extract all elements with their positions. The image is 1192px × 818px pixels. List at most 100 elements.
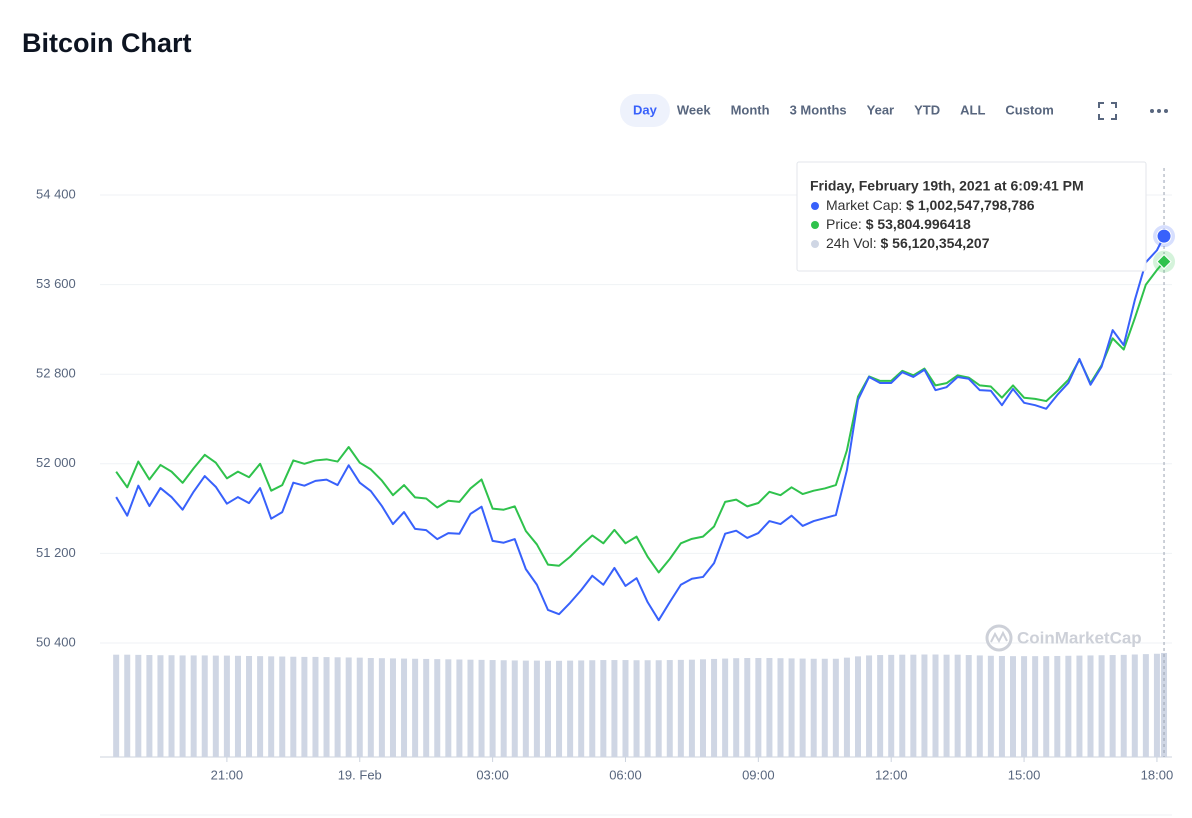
volume-bar <box>223 655 230 757</box>
range-button-bg <box>620 94 670 127</box>
volume-bar <box>1043 656 1050 757</box>
range-button-label: ALL <box>960 102 985 117</box>
volume-bar <box>1120 654 1127 757</box>
volume-bar <box>157 655 164 757</box>
volume-bar <box>722 658 729 757</box>
y-tick-label: 52 800 <box>36 366 76 381</box>
volume-bar <box>489 660 496 757</box>
volume-bar <box>544 660 551 757</box>
toolbar: Day Week Month 3 Months Year YTD ALL Custom <box>620 94 1054 127</box>
volume-bar <box>1098 655 1105 757</box>
range-button[interactable]: Month <box>731 102 770 117</box>
range-button[interactable]: YTD <box>914 102 940 117</box>
watermark: CoinMarketCap <box>985 624 1142 652</box>
range-button[interactable]: 3 Months <box>790 102 847 117</box>
volume-bar <box>234 655 241 757</box>
tooltip-row: 24h Vol: $ 56,120,354,207 <box>826 235 990 251</box>
hover-marker <box>1156 253 1172 270</box>
y-tick-label: 52 000 <box>36 455 76 470</box>
volume-bar <box>711 658 718 757</box>
tooltip-dot <box>811 202 819 210</box>
volume-bar <box>998 655 1005 757</box>
x-tick-label: 18:00 <box>1141 767 1174 782</box>
volume-bar <box>334 657 341 757</box>
tooltip-row: Price: $ 53,804.996418 <box>826 216 971 232</box>
range-button-label: Month <box>731 102 770 117</box>
volume-bar <box>755 658 762 757</box>
volume-bar <box>744 658 751 757</box>
volume-bar <box>1076 655 1083 757</box>
volume-bar <box>843 657 850 757</box>
volume-bar <box>434 659 441 757</box>
volume-bar <box>412 658 419 757</box>
volume-bar <box>1065 655 1072 757</box>
tooltip-value: $ 1,002,547,798,786 <box>906 197 1035 213</box>
range-button-label: 3 Months <box>790 102 847 117</box>
x-tick-label: 21:00 <box>211 767 244 782</box>
volume-bar <box>733 658 740 757</box>
range-button[interactable]: Day <box>620 94 670 127</box>
volume-bar <box>345 657 352 757</box>
tooltip: Friday, February 19th, 2021 at 6:09:41 P… <box>796 161 1147 272</box>
watermark-logo-mark <box>990 630 1008 644</box>
volume-bar <box>522 660 529 757</box>
range-button[interactable]: Year <box>867 102 894 117</box>
range-button[interactable]: Custom <box>1005 102 1053 117</box>
volume-bar <box>179 655 186 757</box>
range-button[interactable]: Week <box>677 102 711 117</box>
series-line <box>115 260 1165 574</box>
series-line <box>115 235 1165 622</box>
volume-bar <box>877 655 884 757</box>
volume-bar <box>511 660 518 757</box>
volume-bar <box>356 657 363 757</box>
range-button-label: YTD <box>914 102 940 117</box>
volume-bar <box>1153 653 1160 757</box>
volume-bar <box>821 658 828 757</box>
fullscreen-icon[interactable] <box>1098 102 1117 120</box>
volume-bar <box>666 660 673 757</box>
volume-bar <box>1109 655 1116 757</box>
volume-bar <box>921 654 928 757</box>
chart-title: Bitcoin Chart <box>22 28 192 58</box>
volume-bar <box>655 660 662 757</box>
x-tick-label: 06:00 <box>609 767 642 782</box>
volume-bar <box>312 656 319 757</box>
volume-bar <box>699 659 706 757</box>
volume-bar <box>866 655 873 757</box>
volume-bar <box>777 658 784 757</box>
y-tick-label: 51 200 <box>36 545 76 560</box>
volume-bar <box>578 660 585 757</box>
tooltip-box <box>796 161 1147 272</box>
volume-bar <box>910 654 917 757</box>
volume-bar <box>1021 656 1028 757</box>
hover-marker <box>1156 228 1172 244</box>
volume-bar <box>290 656 297 757</box>
volume-bar <box>1032 656 1039 757</box>
more-icon[interactable] <box>1150 109 1168 113</box>
y-tick-label: 50 400 <box>36 634 76 649</box>
volume-bar <box>854 656 861 757</box>
tooltip-title: Friday, February 19th, 2021 at 6:09:41 P… <box>810 178 1084 194</box>
volume-bar <box>279 656 286 757</box>
volume-bar <box>1142 654 1149 757</box>
volume-bar <box>1010 656 1017 757</box>
volume-bar <box>589 660 596 757</box>
tooltip-value: $ 53,804.996418 <box>866 216 971 232</box>
tooltip-label: 24h Vol: <box>826 235 877 251</box>
volume-bar <box>268 656 275 757</box>
range-button[interactable]: ALL <box>960 102 985 117</box>
volume-bar <box>899 654 906 757</box>
volume-bar <box>135 654 142 757</box>
watermark-logo <box>985 624 1013 652</box>
volume-bar <box>367 658 374 757</box>
volume-bar <box>500 660 507 757</box>
tooltip-row: Market Cap: $ 1,002,547,798,786 <box>826 197 1035 213</box>
volume-bar <box>810 658 817 757</box>
x-tick-label: 19. Feb <box>338 767 382 782</box>
y-tick-label: 54 400 <box>36 186 76 201</box>
plot: 50 400 51 200 52 000 52 800 53 600 54 400 21:0… <box>36 168 1176 782</box>
volume-bar <box>788 658 795 757</box>
volume-bar <box>677 659 684 757</box>
volume-bar <box>556 660 563 757</box>
